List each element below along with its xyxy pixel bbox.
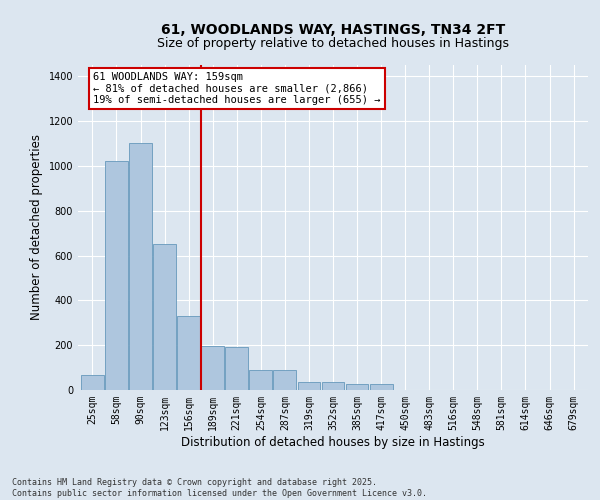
Bar xyxy=(105,162,128,390)
Y-axis label: Number of detached properties: Number of detached properties xyxy=(30,134,43,320)
Bar xyxy=(81,376,104,390)
Bar xyxy=(250,370,272,390)
Bar xyxy=(153,244,176,390)
Text: Size of property relative to detached houses in Hastings: Size of property relative to detached ho… xyxy=(157,38,509,51)
Bar xyxy=(346,384,368,390)
Bar xyxy=(298,382,320,390)
X-axis label: Distribution of detached houses by size in Hastings: Distribution of detached houses by size … xyxy=(181,436,485,448)
Bar xyxy=(177,316,200,390)
Bar xyxy=(226,348,248,390)
Text: 61, WOODLANDS WAY, HASTINGS, TN34 2FT: 61, WOODLANDS WAY, HASTINGS, TN34 2FT xyxy=(161,22,505,36)
Bar xyxy=(129,144,152,390)
Bar xyxy=(322,382,344,390)
Text: 61 WOODLANDS WAY: 159sqm
← 81% of detached houses are smaller (2,866)
19% of sem: 61 WOODLANDS WAY: 159sqm ← 81% of detach… xyxy=(93,72,380,105)
Bar xyxy=(274,370,296,390)
Text: Contains HM Land Registry data © Crown copyright and database right 2025.
Contai: Contains HM Land Registry data © Crown c… xyxy=(12,478,427,498)
Bar xyxy=(201,346,224,390)
Bar xyxy=(370,384,392,390)
